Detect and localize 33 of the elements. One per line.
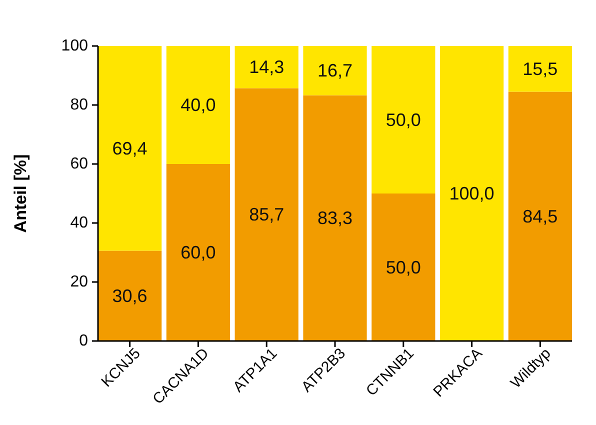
y-tick-label: 40 xyxy=(70,214,88,232)
bar xyxy=(372,46,436,194)
data-label: 30,6 xyxy=(112,286,148,306)
data-label: 15,5 xyxy=(522,58,558,79)
y-tick-label: 0 xyxy=(79,332,88,350)
y-tick-label: 60 xyxy=(70,156,88,172)
y-tick-label: 100 xyxy=(61,38,88,54)
bar xyxy=(166,164,230,341)
data-label: 100,0 xyxy=(449,184,494,204)
bar xyxy=(372,194,436,341)
data-label: 84,5 xyxy=(522,206,558,226)
data-label: 85,7 xyxy=(249,204,284,225)
y-tick-label: 80 xyxy=(70,96,88,114)
bar xyxy=(440,46,504,341)
y-axis-title: Anteil [%] xyxy=(11,154,30,233)
bar xyxy=(234,88,298,341)
data-label: 40,0 xyxy=(180,95,216,115)
data-label: 60,0 xyxy=(180,242,216,262)
bar xyxy=(166,46,230,164)
bar xyxy=(234,46,298,88)
data-label: 14,3 xyxy=(249,57,284,78)
y-tick-label: 20 xyxy=(70,274,88,290)
data-label: 50,0 xyxy=(386,257,421,278)
data-label: 69,4 xyxy=(112,138,148,158)
bar xyxy=(508,92,572,341)
bar xyxy=(508,46,572,92)
data-label: 50,0 xyxy=(386,110,421,130)
data-label: 83,3 xyxy=(317,208,353,228)
bar xyxy=(98,46,162,251)
bar xyxy=(303,46,367,96)
bar xyxy=(303,95,367,341)
bar xyxy=(98,250,162,341)
data-label: 16,7 xyxy=(317,60,353,81)
